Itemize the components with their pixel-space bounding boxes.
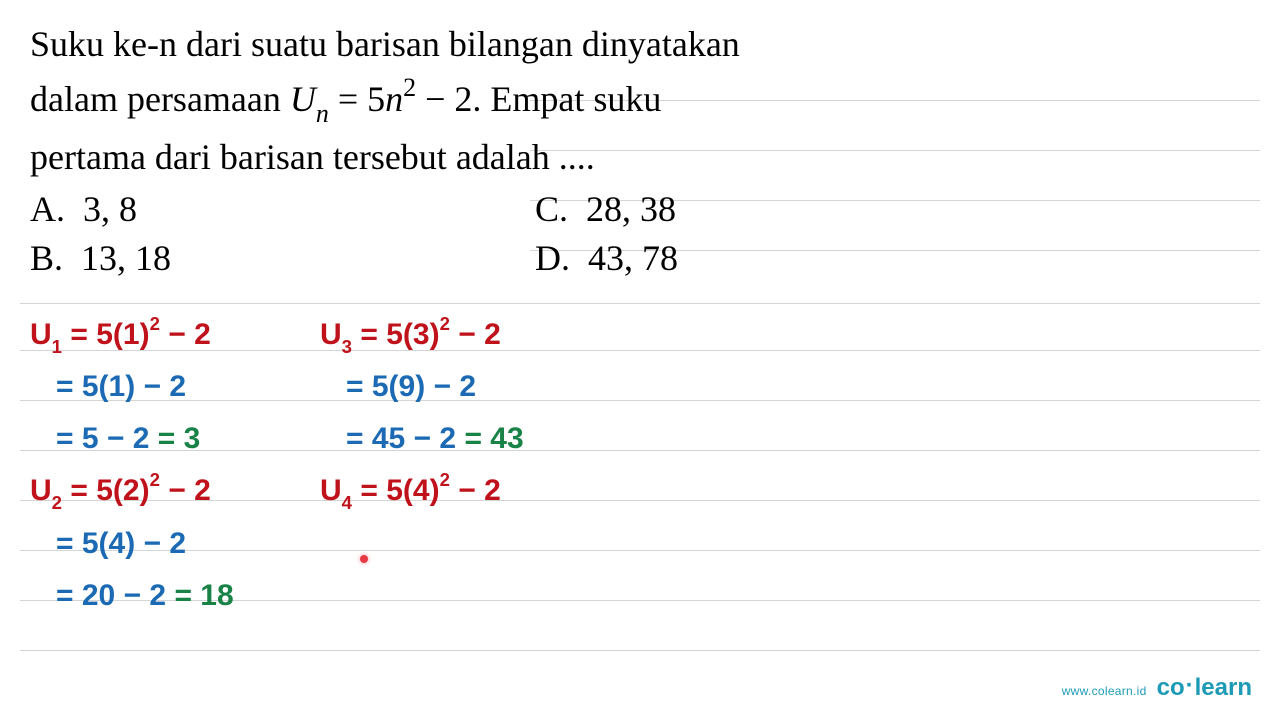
work-u3-line2: = 5(9) − 2 (290, 363, 1250, 411)
footer-brand-b: learn (1195, 674, 1252, 701)
question-line-1: Suku ke-n dari suatu barisan bilangan di… (30, 20, 1250, 69)
question-line-2: dalam persamaan Un = 5n2 − 2. Empat suku (30, 73, 1250, 129)
u2-l3a: = 20 − 2 (56, 579, 166, 612)
footer-brand-dot: · (1185, 672, 1195, 699)
question-line-3: pertama dari barisan tersebut adalah ...… (30, 133, 1250, 182)
u2-l1b: = 5(2) (62, 474, 150, 507)
work-u2-line2: = 5(4) − 2 (30, 520, 290, 568)
u3-l1c: − 2 (450, 318, 501, 351)
work-u2-line3: = 20 − 2 = 18 (30, 572, 290, 620)
u3-l3b: = 43 (456, 422, 524, 455)
u3-l1sup: 2 (440, 313, 450, 334)
cursor-dot-icon (360, 555, 368, 563)
option-a-label: A. (30, 189, 65, 229)
u2-l1c: − 2 (160, 474, 211, 507)
work-u1-line2: = 5(1) − 2 (30, 363, 290, 411)
u4-l1b: = 5(4) (352, 474, 440, 507)
option-b-value: 13, 18 (81, 238, 171, 278)
cursor-dot-line (290, 520, 1250, 568)
option-b-label: B. (30, 238, 63, 278)
option-d-value: 43, 78 (588, 238, 678, 278)
footer-url: www.colearn.id (1062, 684, 1147, 698)
work-u1-line1: U1 = 5(1)2 − 2 (30, 311, 290, 360)
work-u3-line1: U3 = 5(3)2 − 2 (290, 311, 1250, 360)
u4-l1sub: 4 (342, 492, 352, 513)
options-container: A. 3, 8 B. 13, 18 C. 28, 38 D. 43, 78 (30, 185, 1250, 282)
option-d: D. 43, 78 (535, 234, 1250, 283)
u4-l1c: − 2 (450, 474, 501, 507)
option-c: C. 28, 38 (535, 185, 1250, 234)
question-l2-n: n (385, 79, 403, 119)
u2-l1sup: 2 (150, 469, 160, 490)
option-d-label: D. (535, 238, 570, 278)
u1-l3a: = 5 − 2 (56, 422, 158, 455)
option-c-label: C. (535, 189, 568, 229)
footer: www.colearn.id co·learn (1062, 674, 1252, 702)
u4-l1sup: 2 (440, 469, 450, 490)
option-b: B. 13, 18 (30, 234, 535, 283)
work-area: U1 = 5(1)2 − 2 = 5(1) − 2 = 5 − 2 = 3 U2… (30, 311, 1250, 625)
u1-l1b: = 5(1) (62, 318, 150, 351)
question-l2-post: − 2. Empat suku (416, 79, 661, 119)
option-a-value: 3, 8 (83, 189, 137, 229)
u2-l1a: U (30, 474, 52, 507)
u1-l1sub: 1 (52, 336, 62, 357)
u4-l1a: U (320, 474, 342, 507)
work-u3-line3: = 45 − 2 = 43 (290, 415, 1250, 463)
u3-l3a: = 45 − 2 (346, 422, 456, 455)
u1-l3b: = 3 (158, 422, 201, 455)
question-l2-pre: dalam persamaan (30, 79, 290, 119)
u2-l3b: = 18 (166, 579, 234, 612)
question-l2-var: U (290, 79, 316, 119)
question-l2-sub: n (316, 99, 329, 128)
u1-l1sup: 2 (150, 313, 160, 334)
u3-l1a: U (320, 318, 342, 351)
work-u1-line3: = 5 − 2 = 3 (30, 415, 290, 463)
footer-brand-a: co (1157, 674, 1185, 701)
u1-l1c: − 2 (160, 318, 211, 351)
u3-l1sub: 3 (342, 336, 352, 357)
work-u2-line1: U2 = 5(2)2 − 2 (30, 467, 290, 516)
u3-l1b: = 5(3) (352, 318, 440, 351)
u1-l1a: U (30, 318, 52, 351)
option-a: A. 3, 8 (30, 185, 535, 234)
u2-l1sub: 2 (52, 492, 62, 513)
question-l2-sup: 2 (403, 73, 416, 102)
work-u4-line1: U4 = 5(4)2 − 2 (290, 467, 1250, 516)
question-l2-eq: = 5 (329, 79, 385, 119)
footer-logo: co·learn (1157, 674, 1252, 702)
option-c-value: 28, 38 (586, 189, 676, 229)
